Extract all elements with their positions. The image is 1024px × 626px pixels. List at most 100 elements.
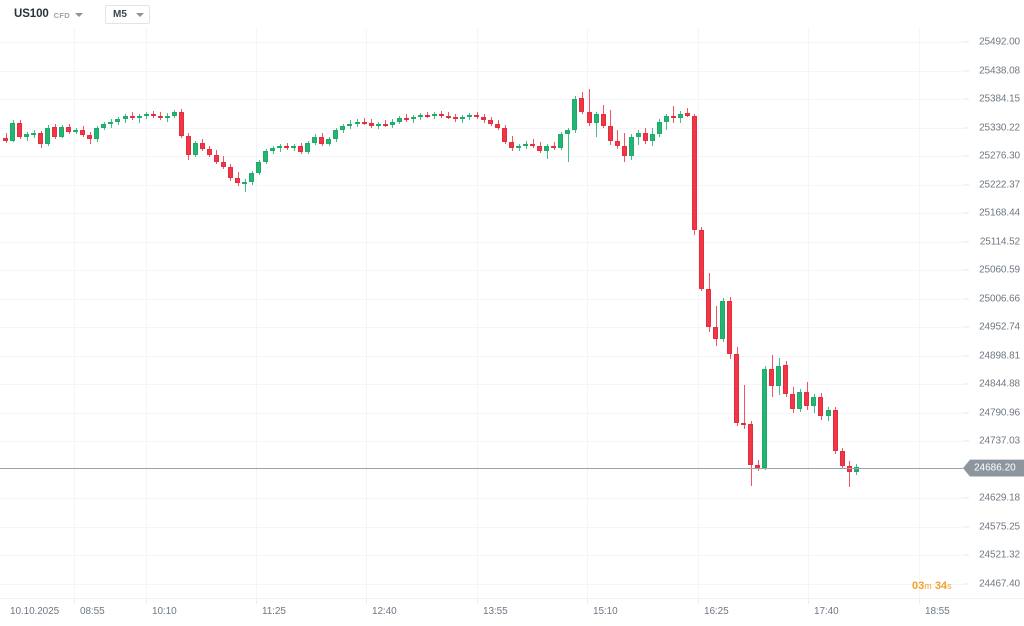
candlestick-body <box>593 114 599 123</box>
time-axis[interactable]: 10.10.2025 08:55 10:10 11:25 12:40 13:55 15:10… <box>0 598 1024 626</box>
time-tick-mark <box>74 599 75 604</box>
gridline-horizontal <box>0 583 963 585</box>
candlestick-body <box>45 127 51 144</box>
candlestick-body <box>530 143 536 146</box>
candlestick-body <box>607 125 613 141</box>
gridline-vertical <box>808 28 809 598</box>
gridline-horizontal <box>0 327 963 329</box>
price-tick-mark <box>963 355 969 357</box>
symbol-selector[interactable]: US100 CFD <box>14 3 83 25</box>
candlestick-body <box>66 126 72 133</box>
gridline-horizontal <box>0 412 963 414</box>
candlestick-body <box>600 114 606 126</box>
candlestick-body <box>305 142 311 153</box>
gridline-vertical <box>366 28 367 598</box>
candlestick-body <box>122 116 128 120</box>
time-tick-mark <box>919 599 920 604</box>
candlestick-body <box>790 394 796 410</box>
bar-countdown-timer: 03m 34s <box>912 580 952 592</box>
candlestick-body <box>839 451 845 467</box>
gridline-horizontal <box>0 441 963 443</box>
candlestick-body <box>818 397 824 417</box>
gridline-horizontal <box>0 555 963 557</box>
gridline-horizontal <box>0 99 963 101</box>
countdown-minutes: 03 <box>912 580 925 592</box>
price-tick-label: 24629.18 <box>979 492 1020 504</box>
price-tick-mark <box>963 241 969 243</box>
time-tick-mark <box>698 599 699 604</box>
price-tick-mark <box>963 526 969 528</box>
chevron-down-icon <box>135 13 144 17</box>
candlestick-wick <box>160 112 161 121</box>
countdown-seconds-unit: s <box>947 581 952 591</box>
candlestick-body <box>115 119 121 122</box>
price-tick-mark <box>963 98 969 100</box>
candlestick-wick <box>568 127 569 162</box>
gridline-horizontal <box>0 70 963 72</box>
candlestick-wick <box>385 120 386 127</box>
gridline-horizontal <box>0 270 963 272</box>
candlestick-body <box>277 145 283 148</box>
candlestick-body <box>452 117 458 120</box>
price-tick-mark <box>963 383 969 385</box>
gridline-horizontal <box>0 127 963 129</box>
candlestick-body <box>832 410 838 452</box>
candlestick-body <box>17 122 23 138</box>
candlestick-wick <box>554 141 555 151</box>
candlestick-body <box>312 137 318 143</box>
time-tick-label: 15:10 <box>593 606 618 617</box>
candlestick-body <box>713 326 719 340</box>
chart-plot-area[interactable]: 03m 34s <box>0 28 963 598</box>
candlestick-body <box>663 116 669 122</box>
candlestick-body <box>706 288 711 327</box>
candlestick-body <box>544 145 550 152</box>
candlestick-wick <box>617 129 618 149</box>
gridline-horizontal <box>0 384 963 386</box>
candlestick-wick <box>673 105 674 123</box>
time-tick-label: 11:25 <box>262 606 286 617</box>
price-axis[interactable]: 25492.00 25438.08 25384.15 25330.22 25276.30… <box>963 28 1024 598</box>
gridline-vertical <box>587 28 588 598</box>
candlestick-body <box>677 114 683 119</box>
candlestick-body <box>108 121 114 124</box>
candlestick-body <box>284 145 290 148</box>
candlestick-body <box>727 301 733 355</box>
candlestick-wick <box>596 112 597 138</box>
candlestick-body <box>73 129 79 133</box>
candlestick-body <box>263 151 269 162</box>
candlestick-body <box>445 116 451 119</box>
candlestick-body <box>769 368 775 386</box>
candlestick-body <box>846 466 852 473</box>
candlestick-body <box>206 149 212 156</box>
gridline-vertical <box>919 28 920 598</box>
candlestick-body <box>466 115 472 118</box>
candlestick-body <box>558 134 564 148</box>
countdown-minutes-unit: m <box>924 581 932 591</box>
candlestick-wick <box>448 112 449 120</box>
price-tick-label: 25222.37 <box>979 179 1020 191</box>
candlestick-body <box>333 129 339 140</box>
candlestick-body <box>178 112 184 137</box>
candlestick-body <box>417 115 423 118</box>
price-tick-mark <box>963 127 969 129</box>
candlestick-wick <box>744 384 745 430</box>
candlestick-body <box>368 122 374 126</box>
candlestick-body <box>748 423 754 466</box>
gridline-horizontal <box>0 355 963 357</box>
time-tick-label: 12:40 <box>372 606 397 617</box>
price-tick-mark <box>963 41 969 43</box>
timeframe-selector[interactable]: M5 <box>105 4 150 24</box>
gridline-vertical <box>146 28 147 598</box>
candlestick-body <box>670 116 676 119</box>
candlestick-body <box>129 116 135 119</box>
gridline-vertical <box>256 28 257 598</box>
gridline-horizontal <box>0 213 963 215</box>
candlestick-body <box>319 137 325 144</box>
gridline-horizontal <box>0 498 963 500</box>
candlestick-body <box>783 364 789 395</box>
candlestick-body <box>157 116 163 119</box>
candlestick-body <box>628 137 634 157</box>
candlestick-body <box>474 115 480 118</box>
candlestick-body <box>31 133 37 136</box>
candlestick-body <box>811 397 817 406</box>
